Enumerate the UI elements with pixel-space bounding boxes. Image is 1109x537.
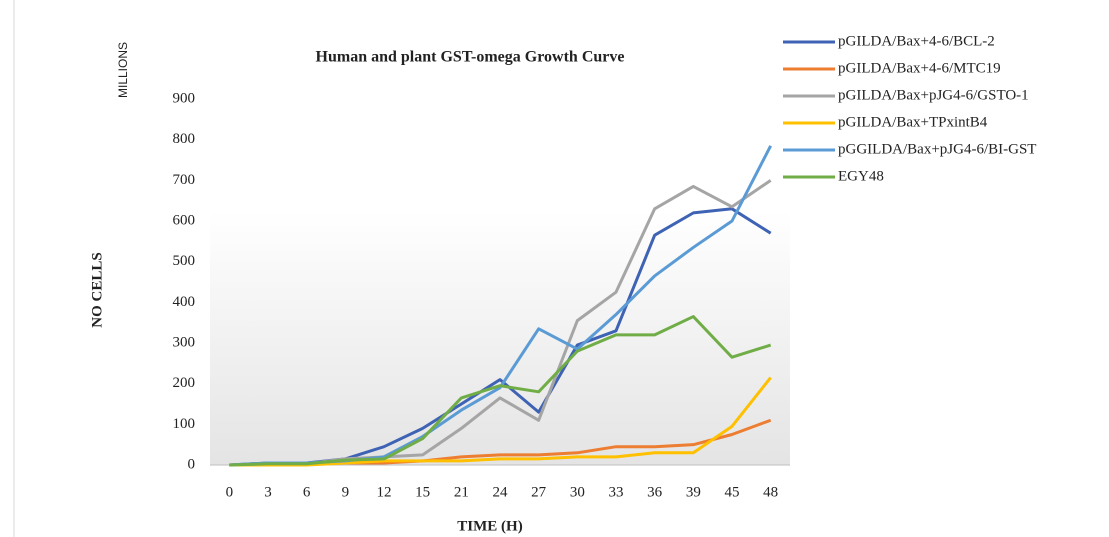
legend-label: pGILDA/Bax+TPxintB4 [838,114,988,130]
x-tick-label: 30 [570,484,585,500]
y-tick-label: 0 [188,456,196,472]
x-axis-label: TIME (H) [457,518,522,534]
legend-label: pGILDA/Bax+pJG4-6/GSTO-1 [838,87,1029,103]
y-tick-label: 300 [173,334,196,350]
series-line [229,315,772,467]
legend-label: pGILDA/Bax+4-6/MTC19 [838,60,1001,76]
x-tick-label: 33 [609,484,624,500]
x-tick-label: 45 [725,484,740,500]
y-tick-label: 400 [173,294,196,310]
plot-background [210,210,790,465]
x-tick-label: 36 [647,484,663,500]
x-tick-label: 21 [454,484,469,500]
chart-title: Human and plant GST-omega Growth Curve [316,49,625,66]
legend-label: pGILDA/Bax+4-6/BCL-2 [838,33,995,49]
x-tick-label: 3 [264,484,272,500]
y-axis-label: NO CELLS [89,252,105,327]
x-tick-label: 39 [686,484,701,500]
y-unit-label: MILLIONS [116,42,130,98]
x-tick-label: 15 [415,484,430,500]
y-tick-label: 700 [173,172,196,188]
y-tick-label: 100 [173,416,196,432]
x-tick-label: 0 [226,484,234,500]
x-tick-label: 24 [493,484,509,500]
legend-label: EGY48 [838,168,884,184]
y-tick-label: 200 [173,375,196,391]
x-tick-label: 9 [342,484,350,500]
y-tick-label: 500 [173,253,196,269]
x-tick-label: 48 [763,484,778,500]
x-tick-label: 12 [377,484,392,500]
x-tick-label: 27 [531,484,547,500]
x-tick-label: 6 [303,484,311,500]
series-line [229,376,772,467]
y-tick-label: 900 [173,90,196,106]
y-tick-label: 600 [173,212,196,228]
y-tick-label: 800 [173,131,196,147]
legend-label: pGGILDA/Bax+pJG4-6/BI-GST [838,141,1036,157]
